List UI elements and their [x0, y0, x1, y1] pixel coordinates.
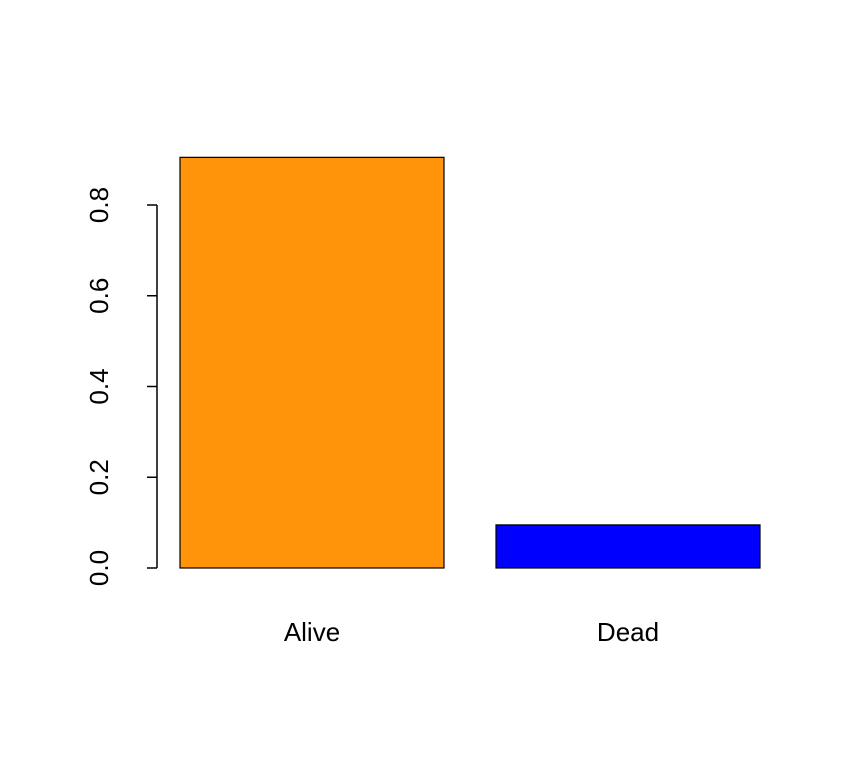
y-tick-label: 0.8: [84, 187, 114, 223]
bar: [179, 156, 445, 569]
y-tick-label: 0.0: [84, 550, 114, 586]
y-tick-label: 0.2: [84, 459, 114, 495]
y-tick-label: 0.6: [84, 278, 114, 314]
y-tick-label: 0.4: [84, 368, 114, 404]
x-tick-label: Alive: [284, 617, 340, 647]
bar: [495, 524, 761, 569]
x-tick-label: Dead: [597, 617, 659, 647]
